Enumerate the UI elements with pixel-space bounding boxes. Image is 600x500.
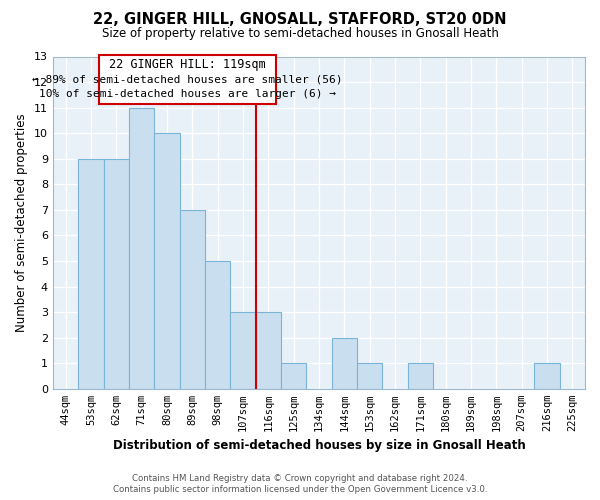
Bar <box>154 133 179 389</box>
Text: 10% of semi-detached houses are larger (6) →: 10% of semi-detached houses are larger (… <box>38 89 335 99</box>
Bar <box>205 261 230 389</box>
Bar <box>407 363 433 389</box>
Bar <box>535 363 560 389</box>
Bar <box>129 108 154 389</box>
Bar <box>230 312 256 389</box>
Text: Size of property relative to semi-detached houses in Gnosall Heath: Size of property relative to semi-detach… <box>101 28 499 40</box>
X-axis label: Distribution of semi-detached houses by size in Gnosall Heath: Distribution of semi-detached houses by … <box>113 440 526 452</box>
Bar <box>332 338 357 389</box>
Bar <box>78 158 104 389</box>
Text: 22, GINGER HILL, GNOSALL, STAFFORD, ST20 0DN: 22, GINGER HILL, GNOSALL, STAFFORD, ST20… <box>93 12 507 28</box>
Bar <box>281 363 306 389</box>
Bar <box>357 363 382 389</box>
Text: ← 89% of semi-detached houses are smaller (56): ← 89% of semi-detached houses are smalle… <box>32 74 343 85</box>
Text: Contains HM Land Registry data © Crown copyright and database right 2024.
Contai: Contains HM Land Registry data © Crown c… <box>113 474 487 494</box>
Y-axis label: Number of semi-detached properties: Number of semi-detached properties <box>16 114 28 332</box>
Bar <box>256 312 281 389</box>
Bar <box>104 158 129 389</box>
Text: 22 GINGER HILL: 119sqm: 22 GINGER HILL: 119sqm <box>109 58 266 71</box>
Bar <box>179 210 205 389</box>
FancyBboxPatch shape <box>98 55 276 104</box>
